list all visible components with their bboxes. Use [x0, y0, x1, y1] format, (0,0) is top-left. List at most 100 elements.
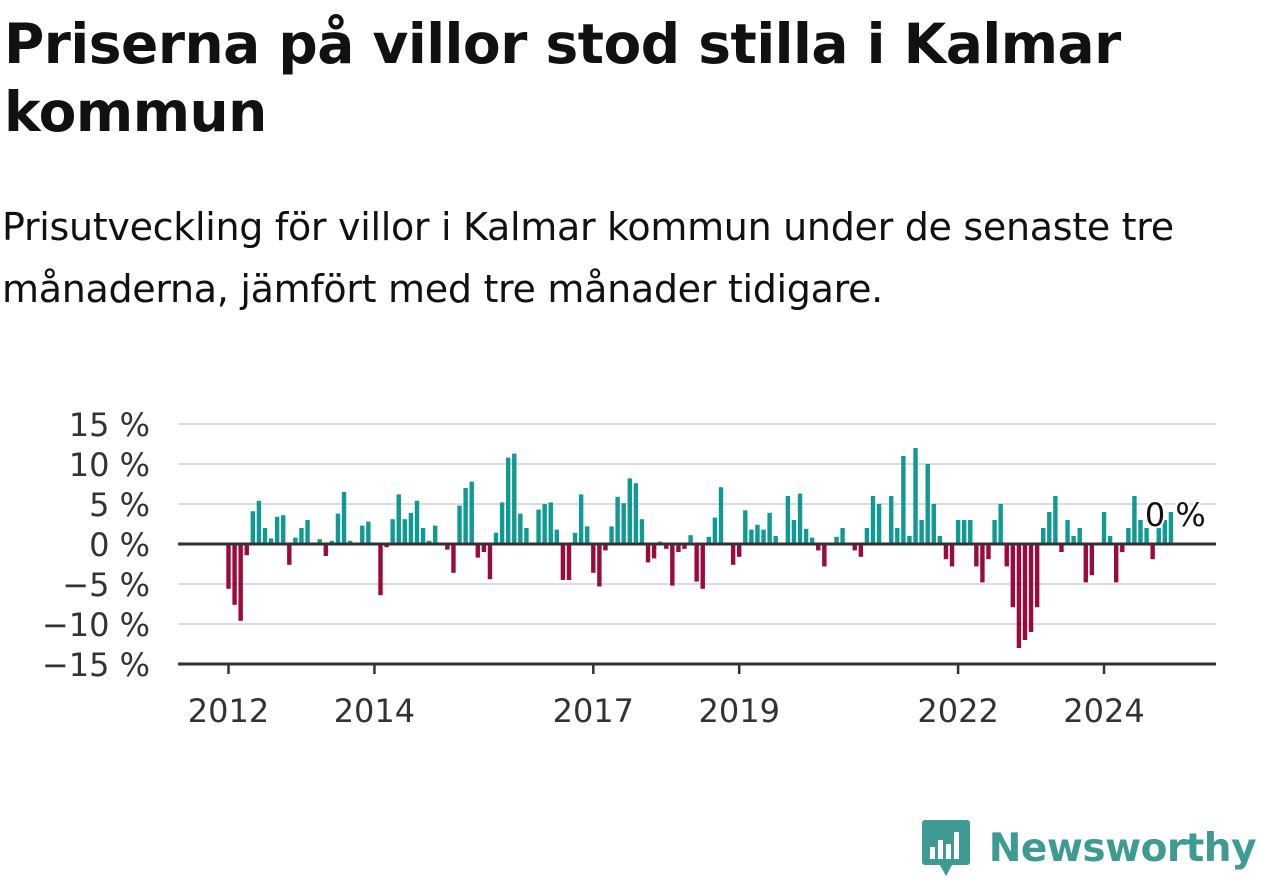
bar [396, 494, 401, 544]
bar [955, 520, 961, 544]
bar [384, 544, 389, 548]
bar [961, 520, 967, 544]
bar [469, 481, 474, 544]
bar [518, 513, 523, 544]
bar [1101, 512, 1107, 544]
bar [226, 544, 231, 589]
chart-title: Priserna på villor stod stilla i Kalmar … [4, 12, 1121, 144]
bar [980, 544, 985, 583]
brand-logo: Newsworthy [921, 818, 1257, 878]
bar [603, 544, 608, 551]
bar [816, 544, 821, 551]
bar [919, 520, 924, 544]
bar [791, 520, 797, 544]
bar [895, 528, 900, 544]
bar [585, 526, 590, 544]
bar [1138, 520, 1143, 544]
bar [621, 503, 626, 544]
bar [475, 544, 480, 558]
bar [560, 544, 566, 580]
bar [651, 544, 657, 559]
bar [664, 544, 669, 549]
y-tick-label: 5 % [89, 486, 150, 524]
bar [700, 544, 705, 589]
bar [578, 494, 584, 544]
x-tick-label: 2022 [917, 692, 998, 730]
bar [998, 504, 1003, 544]
bar [834, 536, 839, 544]
bar [730, 544, 736, 565]
bar [931, 504, 936, 544]
bar [457, 505, 462, 544]
bar [1053, 496, 1058, 544]
bar [615, 496, 620, 544]
bar [1120, 544, 1125, 552]
bar [554, 529, 560, 544]
bar [481, 544, 487, 552]
y-tick-label: −5 % [62, 566, 150, 604]
bar [925, 464, 930, 544]
y-tick-label: −15 % [42, 646, 150, 684]
bar [414, 500, 420, 544]
bar [1113, 544, 1119, 583]
bars [226, 448, 1174, 648]
brand-name: Newsworthy [988, 825, 1257, 871]
bar [451, 544, 456, 573]
bar [347, 540, 353, 544]
bar [1059, 544, 1064, 552]
bar [591, 544, 596, 573]
bar [1144, 528, 1149, 544]
bar [773, 536, 778, 544]
bar [901, 456, 906, 544]
bar [262, 528, 268, 544]
gridlines [178, 423, 1216, 625]
bar [572, 532, 578, 544]
bar [767, 512, 772, 544]
bar [712, 517, 718, 544]
bar [402, 519, 408, 544]
bar [718, 487, 724, 544]
bar [743, 510, 748, 544]
x-tick-label: 2024 [1063, 692, 1144, 730]
bar [445, 544, 450, 550]
bar [949, 544, 955, 567]
bar [889, 496, 894, 544]
bar [463, 488, 468, 544]
bar [676, 544, 681, 552]
bar [274, 516, 280, 544]
last-value-label: 0 % [1145, 496, 1206, 534]
x-tick-label: 2012 [188, 692, 269, 730]
bar [1132, 496, 1137, 544]
bar [341, 492, 347, 544]
bar [822, 544, 827, 567]
bar [378, 544, 383, 596]
y-tick-label: 10 % [69, 446, 150, 484]
bar [281, 515, 286, 544]
bar [913, 448, 918, 544]
bar [1010, 544, 1016, 608]
bar [317, 539, 322, 544]
bar [293, 537, 298, 544]
bar [487, 544, 493, 580]
bar [323, 544, 328, 556]
bar [974, 544, 979, 567]
x-tick-label: 2014 [334, 692, 415, 730]
bar [1065, 520, 1070, 544]
x-tick-label: 2019 [699, 692, 780, 730]
bar [256, 500, 262, 544]
bar [232, 544, 237, 605]
y-tick-label: −10 % [42, 606, 150, 644]
bar [524, 528, 529, 544]
bar [512, 453, 517, 544]
bar [633, 483, 639, 544]
bar [943, 544, 949, 560]
bar [542, 504, 547, 544]
bar [536, 509, 541, 544]
bar [840, 528, 845, 544]
bar [1083, 544, 1088, 583]
axes [178, 542, 1216, 674]
bar [1071, 536, 1076, 544]
bar [986, 544, 991, 560]
bar [268, 538, 274, 544]
bar [493, 532, 499, 544]
